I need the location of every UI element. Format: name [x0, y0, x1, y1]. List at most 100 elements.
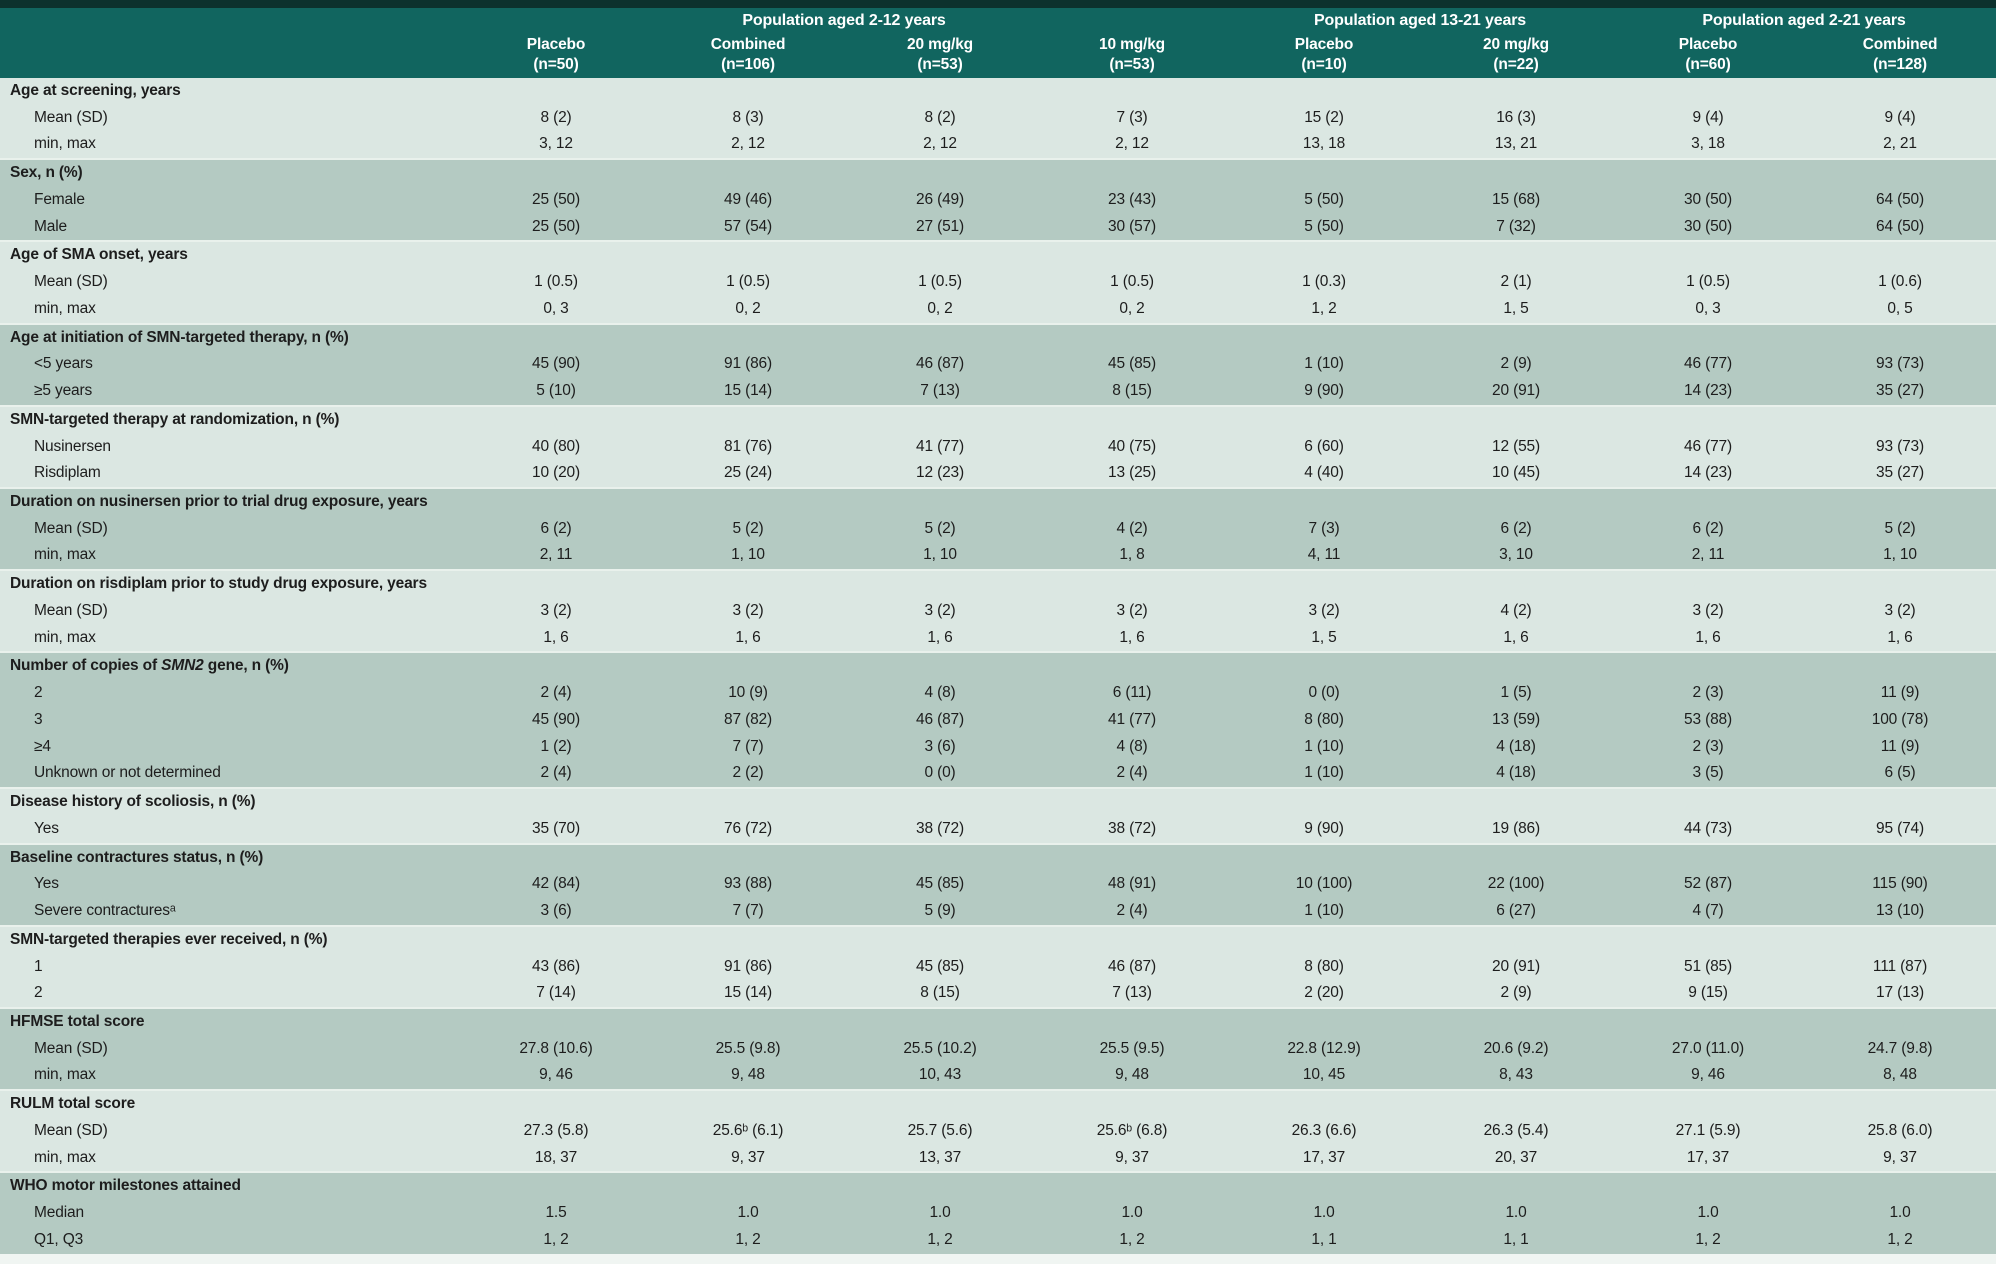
column-header-name: Combined: [1862, 36, 1938, 53]
table-section: WHO motor milestones attained Median 1.5 1.…: [0, 1171, 1996, 1254]
data-cell: 5 (9): [924, 902, 956, 920]
data-cell: 7 (7): [732, 902, 764, 920]
column-n-row: (n=50) (n=106) (n=53) (n=53) (n=10) (n=22) (n=…: [0, 56, 1996, 78]
row-label: Male: [34, 217, 67, 235]
table-row: min, max 2, 11 1, 10 1, 10 1, 8 4, 11 3, 10 2, …: [0, 542, 1996, 569]
row-label: Severe contracturesᵃ: [34, 902, 176, 920]
population-group-label: Population aged 2-21 years: [1702, 12, 1906, 29]
data-cell: 16 (3): [1496, 108, 1536, 126]
table-section: SMN-targeted therapy at randomization, n…: [0, 404, 1996, 488]
table-row: Mean (SD) 6 (2) 5 (2) 5 (2) 4 (2) 7 (3) 6 (2) 6…: [0, 516, 1996, 543]
data-cell: 40 (80): [531, 437, 581, 455]
table-row: ≥5 years 5 (10) 15 (14) 7 (13) 8 (15) 9 (90) 2…: [0, 378, 1996, 405]
column-header-name: Placebo: [1294, 36, 1354, 53]
data-cell: 1 (5): [1500, 684, 1532, 702]
section-header-row: Age at screening, years: [0, 78, 1996, 105]
data-cell: 5 (2): [732, 519, 764, 537]
data-cell: 8, 48: [1883, 1066, 1917, 1084]
section-header-label: Sex, n (%): [10, 164, 83, 182]
data-cell: 2, 12: [1115, 135, 1149, 153]
data-cell: 9, 37: [1883, 1148, 1917, 1166]
data-cell: 22.8 (12.9): [1287, 1039, 1361, 1057]
data-cell: 7 (3): [1116, 108, 1148, 126]
column-header-name: Combined: [710, 36, 786, 53]
data-cell: 48 (91): [1107, 875, 1157, 893]
data-cell: 8 (3): [732, 108, 764, 126]
row-label: Risdiplam: [34, 464, 101, 482]
data-cell: 13, 37: [918, 1148, 962, 1166]
table-section: Baseline contractures status, n (%) Yes 42…: [0, 842, 1996, 925]
data-cell: 1, 2: [1311, 299, 1337, 317]
data-cell: 8 (15): [920, 984, 960, 1002]
column-header-n: (n=50): [533, 56, 579, 73]
row-label: min, max: [34, 1066, 96, 1084]
data-cell: 8, 43: [1499, 1066, 1533, 1084]
section-header-row: Number of copies of SMN2 gene, n (%): [0, 653, 1996, 680]
section-header-label: WHO motor milestones attained: [10, 1177, 241, 1195]
table-section: RULM total score Mean (SD) 27.3 (5.8) 25.6ᵇ…: [0, 1089, 1996, 1172]
data-cell: 93 (88): [723, 875, 773, 893]
data-cell: 1 (10): [1304, 902, 1344, 920]
data-cell: 27.3 (5.8): [523, 1121, 589, 1139]
data-cell: 9 (15): [1688, 984, 1728, 1002]
data-cell: 1, 2: [1695, 1230, 1721, 1248]
data-cell: 6 (2): [540, 519, 572, 537]
data-cell: 5 (50): [1304, 190, 1344, 208]
data-cell: 53 (88): [1683, 710, 1733, 728]
data-cell: 1, 2: [735, 1230, 761, 1248]
table-section: Age at screening, years Mean (SD) 8 (2) 8 (…: [0, 78, 1996, 159]
data-cell: 9, 46: [539, 1066, 573, 1084]
data-cell: 1 (0.3): [1302, 273, 1346, 291]
data-cell: 51 (85): [1683, 957, 1733, 975]
table-row: Male 25 (50) 57 (54) 27 (51) 30 (57) 5 (50) 7 …: [0, 214, 1996, 241]
population-group-row: Population aged 2-12 years Population age…: [0, 8, 1996, 34]
data-cell: 5 (10): [536, 382, 576, 400]
table-row: Median 1.5 1.0 1.0 1.0 1.0 1.0 1.0 1.0: [0, 1200, 1996, 1227]
section-header-row: Sex, n (%): [0, 160, 1996, 187]
data-cell: 35 (27): [1875, 382, 1925, 400]
data-cell: 1, 1: [1503, 1230, 1529, 1248]
column-header-name: Placebo: [526, 36, 586, 53]
data-cell: 25.5 (9.5): [1099, 1039, 1165, 1057]
data-cell: 10 (9): [728, 684, 768, 702]
data-cell: 1 (0.5): [726, 273, 770, 291]
data-cell: 17, 37: [1686, 1148, 1730, 1166]
table-section: Duration on risdiplam prior to study dru…: [0, 569, 1996, 652]
data-cell: 2 (4): [1116, 902, 1148, 920]
data-cell: 15 (14): [723, 984, 773, 1002]
data-cell: 3, 18: [1691, 135, 1725, 153]
data-cell: 9, 37: [1115, 1148, 1149, 1166]
data-cell: 3 (2): [732, 601, 764, 619]
data-cell: 6 (11): [1112, 684, 1152, 702]
column-name-row: Placebo Combined 20 mg/kg 10 mg/kg Placebo 20…: [0, 34, 1996, 56]
section-header-label: Duration on risdiplam prior to study dru…: [10, 575, 427, 593]
data-cell: 91 (86): [723, 957, 773, 975]
data-cell: 1, 6: [927, 628, 953, 646]
data-cell: 4 (2): [1500, 601, 1532, 619]
data-cell: 20.6 (9.2): [1483, 1039, 1549, 1057]
data-cell: 1.0: [1121, 1204, 1143, 1222]
data-cell: 1 (0.5): [1686, 273, 1730, 291]
table-row: Risdiplam 10 (20) 25 (24) 12 (23) 13 (25) 4 (…: [0, 460, 1996, 487]
data-cell: 1, 5: [1503, 299, 1529, 317]
data-cell: 1 (0.5): [1110, 273, 1154, 291]
data-cell: 9, 46: [1691, 1066, 1725, 1084]
data-cell: 0, 2: [1119, 299, 1145, 317]
row-label: ≥5 years: [34, 382, 93, 400]
data-cell: 9 (90): [1304, 819, 1344, 837]
data-cell: 45 (90): [531, 710, 581, 728]
table-header: Population aged 2-12 years Population age…: [0, 8, 1996, 78]
table-row: ≥4 1 (2) 7 (7) 3 (6) 4 (8) 1 (10) 4 (18) 2 (3) 1…: [0, 734, 1996, 761]
data-cell: 2, 11: [1691, 546, 1725, 564]
data-cell: 64 (50): [1875, 190, 1925, 208]
section-header-label: Baseline contractures status, n (%): [10, 848, 264, 866]
data-cell: 3 (2): [924, 601, 956, 619]
data-cell: 2 (9): [1500, 355, 1532, 373]
data-cell: 1.0: [1697, 1204, 1719, 1222]
data-cell: 2, 12: [923, 135, 957, 153]
data-cell: 57 (54): [723, 217, 773, 235]
data-cell: 1.0: [1889, 1204, 1911, 1222]
data-cell: 15 (68): [1491, 190, 1541, 208]
section-header-row: HFMSE total score: [0, 1009, 1996, 1036]
